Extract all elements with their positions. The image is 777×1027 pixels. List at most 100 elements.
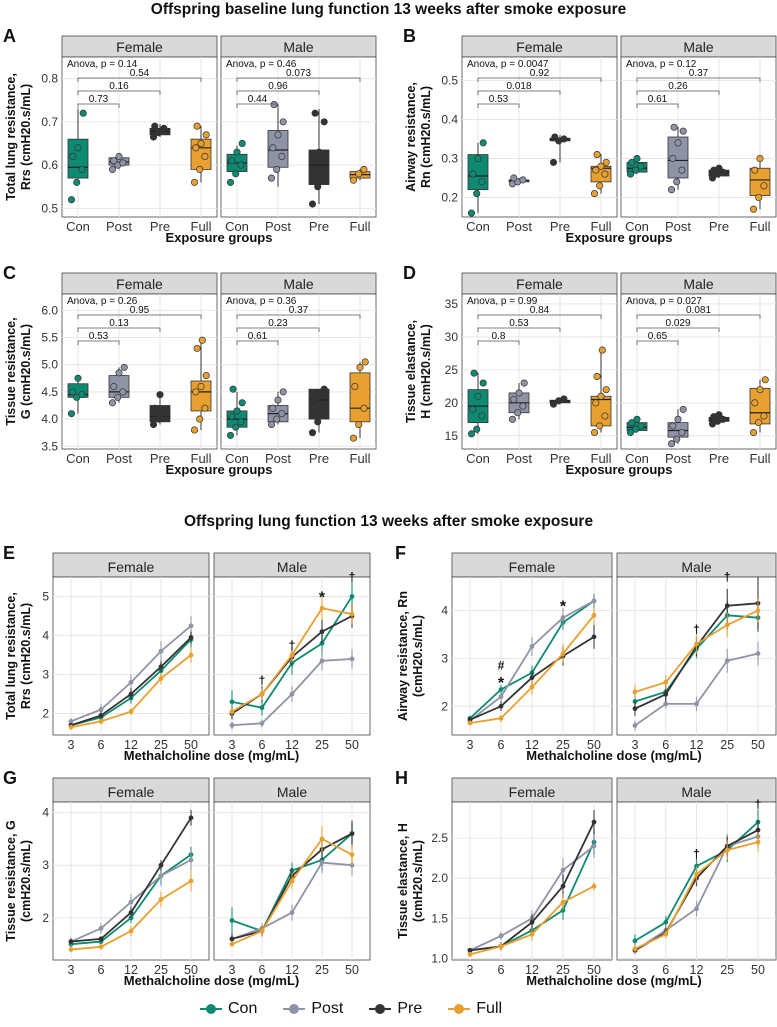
facet-strip-label: Female	[516, 39, 563, 55]
y-tick-label: 30	[445, 330, 459, 344]
data-point	[755, 608, 761, 613]
data-point	[274, 396, 282, 404]
p-value-label: 0.16	[109, 81, 129, 92]
data-point	[593, 151, 601, 159]
y-axis-label: Tissue resistance, G(cmH20.s/mL)	[4, 820, 33, 941]
data-point	[190, 426, 199, 434]
data-point	[601, 412, 609, 420]
data-point	[529, 644, 535, 649]
data-point	[273, 415, 281, 423]
data-point	[632, 938, 638, 944]
data-point	[68, 718, 74, 724]
data-point	[279, 118, 287, 126]
data-point	[694, 701, 699, 707]
x-tick-label: Pre	[709, 451, 729, 466]
x-tick-label: Con	[66, 451, 90, 466]
data-point	[158, 648, 164, 654]
legend-item-con: Con	[200, 1000, 257, 1018]
data-point	[67, 410, 76, 418]
y-tick-label: 2.0	[431, 871, 448, 885]
chart-h: H Tissue elastance, H(cmH20.s/mL) 1.0 1.5 2.…	[395, 768, 777, 988]
facet-strip-label: Male	[683, 276, 714, 292]
p-value-label: 0.44	[248, 94, 268, 105]
series-pre	[467, 810, 597, 953]
data-point	[158, 862, 164, 868]
comparison-bracket	[477, 340, 520, 345]
x-tick-label: 25	[315, 963, 329, 977]
data-point	[469, 405, 477, 413]
facet-strip-label: Male	[277, 559, 308, 575]
comparison-bracket	[477, 327, 561, 332]
data-point	[469, 170, 477, 178]
data-point	[274, 131, 282, 139]
x-tick-label: 3	[229, 963, 236, 977]
data-point	[279, 388, 287, 396]
data-point	[663, 701, 669, 707]
facet-strip	[451, 552, 613, 578]
data-point	[229, 936, 235, 942]
data-point	[715, 411, 723, 419]
chart-d: D Tissue elastance,H (cmH20.s/mL) 15 20 25 30…	[403, 263, 777, 477]
data-point	[110, 382, 118, 391]
data-point	[632, 946, 638, 952]
data-point	[626, 170, 635, 178]
facet-male: Male 3 6 12 25 50 † †	[616, 552, 777, 752]
data-point	[510, 395, 518, 404]
x-tick-label: 50	[751, 963, 765, 977]
data-point	[114, 393, 122, 401]
comparison-bracket	[236, 314, 361, 319]
legend-swatch-full	[448, 1002, 471, 1016]
x-tick-label: 3	[632, 738, 639, 752]
data-point	[158, 676, 164, 681]
data-point	[673, 435, 681, 443]
data-point	[749, 205, 758, 213]
comparison-bracket	[236, 327, 320, 332]
x-axis-label: Exposure groups	[566, 462, 673, 477]
data-point	[270, 101, 278, 109]
data-point	[755, 827, 761, 833]
x-tick-label: Post	[506, 451, 532, 466]
x-tick-label: 25	[720, 738, 734, 752]
x-tick-label: Post	[265, 451, 291, 466]
x-tick-label: 25	[154, 738, 168, 752]
x-tick-label: Full	[350, 219, 371, 234]
series-full	[68, 647, 194, 730]
data-point	[755, 193, 763, 202]
y-tick-label: 5.0	[41, 358, 58, 372]
series-full	[68, 870, 194, 953]
data-point	[201, 152, 209, 161]
x-tick-label: 3	[68, 963, 75, 977]
data-point	[68, 947, 74, 952]
data-point	[663, 931, 669, 937]
legend: Con Post Pre Full	[200, 996, 502, 1022]
chart-c: C Tissue resistance,G (cmH20.s/mL) 3.5 4.0 4…	[3, 263, 377, 477]
data-point	[602, 158, 610, 166]
data-point	[233, 148, 241, 156]
x-tick-label: Con	[225, 451, 249, 466]
chart-b: B Airway resistance,Rn (cmH20.s/mL) 0.2 0.3…	[403, 26, 777, 245]
data-point	[592, 166, 600, 174]
y-tick-label: 15	[445, 429, 459, 443]
data-point	[760, 182, 768, 190]
data-point	[751, 166, 759, 174]
y-tick-label: 4.0	[41, 412, 58, 426]
data-point	[69, 152, 77, 161]
x-tick-label: Pre	[309, 451, 329, 466]
y-tick-label: 20	[445, 396, 459, 410]
data-point	[229, 918, 235, 923]
data-point	[498, 687, 504, 692]
data-point	[310, 157, 318, 165]
data-point	[560, 867, 566, 873]
y-tick-label: 6.0	[41, 303, 58, 317]
data-point	[128, 679, 134, 685]
data-point	[470, 369, 478, 377]
p-value-label: 0.53	[509, 318, 529, 329]
x-tick-label: Pre	[709, 219, 729, 234]
x-tick-label: 25	[720, 963, 734, 977]
data-point	[237, 418, 245, 426]
y-axis-label: Tissue elastance, H(cmH20.s/mL)	[396, 823, 425, 939]
data-point	[78, 165, 86, 173]
data-point	[237, 161, 245, 169]
